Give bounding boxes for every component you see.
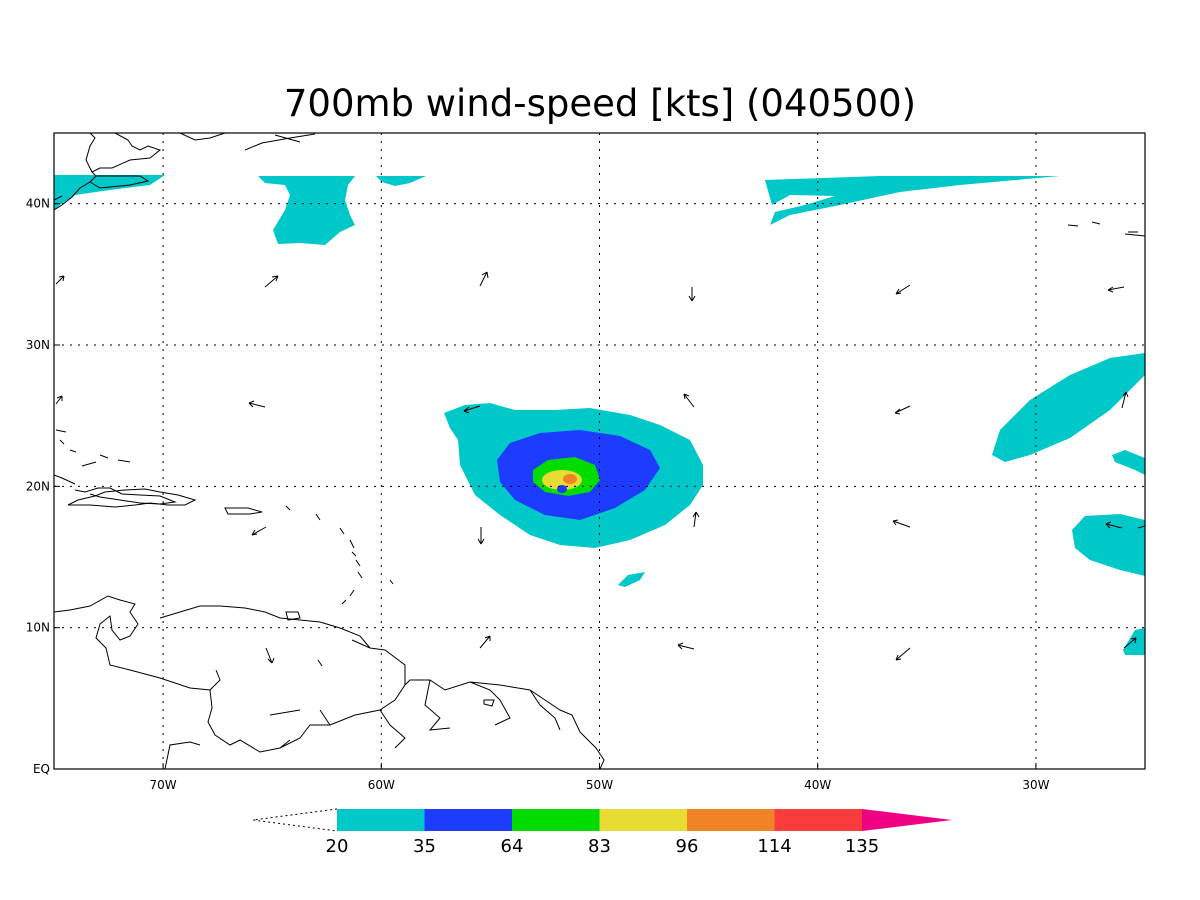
wind-arrow bbox=[892, 519, 911, 528]
wind-arrow bbox=[265, 647, 275, 664]
shade-20-northeast-us bbox=[54, 175, 165, 210]
plot-area bbox=[54, 133, 1145, 769]
wind-arrow bbox=[479, 271, 489, 287]
colorbar-level-label: 64 bbox=[501, 836, 524, 857]
wind-arrow bbox=[251, 526, 267, 536]
coast-south-america bbox=[54, 595, 605, 769]
coast-cuba bbox=[54, 474, 177, 505]
wind-arrow bbox=[677, 642, 695, 650]
wind-arrow bbox=[1123, 637, 1137, 649]
colorbar-under-triangle bbox=[252, 808, 338, 832]
y-axis-ticks: EQ 10N 20N 30N 40N bbox=[26, 197, 60, 776]
colorbar: 20 35 64 83 96 114 135 bbox=[252, 808, 952, 857]
wind-arrow bbox=[895, 647, 911, 661]
wind-arrow bbox=[692, 511, 700, 528]
wind-arrow bbox=[895, 284, 911, 295]
y-tick-label: 30N bbox=[26, 338, 50, 352]
storm-eye-35 bbox=[557, 485, 567, 493]
wind-arrow bbox=[479, 635, 491, 649]
coast-lesser-antilles bbox=[285, 505, 394, 605]
colorbar-level-label: 114 bbox=[757, 836, 791, 857]
wind-arrow bbox=[55, 395, 63, 405]
map-title: 700mb wind-speed [kts] (040500) bbox=[284, 82, 916, 125]
wind-arrow bbox=[55, 275, 65, 285]
coast-trinidad bbox=[285, 611, 495, 707]
wind-arrow bbox=[688, 287, 696, 302]
wind-arrow bbox=[477, 527, 485, 545]
colorbar-swatch bbox=[512, 809, 600, 831]
shade-20-east-bottom bbox=[1123, 628, 1145, 655]
coast-north-america bbox=[54, 133, 316, 211]
shade-20-small-south bbox=[618, 572, 645, 587]
wind-arrow bbox=[248, 400, 266, 408]
wind-arrow bbox=[1107, 286, 1125, 293]
grid-lines bbox=[54, 133, 1145, 769]
shade-96-storm bbox=[563, 474, 577, 484]
x-tick-label: 60W bbox=[368, 778, 395, 792]
coast-azores bbox=[1067, 221, 1145, 237]
coastlines bbox=[54, 133, 1145, 769]
y-tick-label: 10N bbox=[26, 621, 50, 635]
x-tick-label: 30W bbox=[1022, 778, 1049, 792]
shade-20-east-mid bbox=[1072, 514, 1145, 576]
wind-arrow bbox=[264, 275, 279, 288]
x-tick-label: 40W bbox=[804, 778, 831, 792]
shade-20-east-band bbox=[992, 353, 1145, 462]
colorbar-level-label: 135 bbox=[845, 836, 879, 857]
colorbar-over-triangle bbox=[862, 809, 952, 831]
shade-20-north-atlantic bbox=[258, 176, 355, 245]
colorbar-swatch bbox=[337, 809, 425, 831]
colorbar-swatch bbox=[774, 809, 862, 831]
shade-20-small-north bbox=[376, 176, 426, 186]
coast-bahamas bbox=[55, 429, 131, 467]
wind-arrow bbox=[463, 405, 481, 414]
wind-arrow bbox=[683, 393, 695, 408]
shade-20-east-small bbox=[1112, 450, 1145, 475]
x-tick-label: 70W bbox=[150, 778, 177, 792]
colorbar-level-label: 35 bbox=[413, 836, 436, 857]
colorbar-level-label: 83 bbox=[588, 836, 611, 857]
coast-hispaniola bbox=[67, 488, 197, 508]
x-tick-label: 50W bbox=[586, 778, 613, 792]
wind-arrow bbox=[894, 405, 911, 415]
colorbar-level-label: 20 bbox=[326, 836, 349, 857]
wind-arrow bbox=[1105, 521, 1145, 529]
colorbar-swatch bbox=[599, 809, 687, 831]
y-tick-label: 40N bbox=[26, 197, 50, 211]
y-tick-label: EQ bbox=[33, 762, 50, 776]
y-tick-label: 20N bbox=[26, 479, 50, 493]
x-axis-ticks: 70W 60W 50W 40W 30W bbox=[150, 763, 1050, 792]
colorbar-swatch bbox=[687, 809, 775, 831]
wind-shading bbox=[54, 175, 1145, 655]
coast-puerto-rico bbox=[224, 507, 263, 515]
wind-vectors bbox=[55, 271, 1145, 664]
wind-arrow bbox=[1121, 391, 1129, 409]
colorbar-level-label: 96 bbox=[676, 836, 699, 857]
shade-20-streak-east bbox=[765, 176, 1060, 225]
colorbar-swatch bbox=[424, 809, 512, 831]
